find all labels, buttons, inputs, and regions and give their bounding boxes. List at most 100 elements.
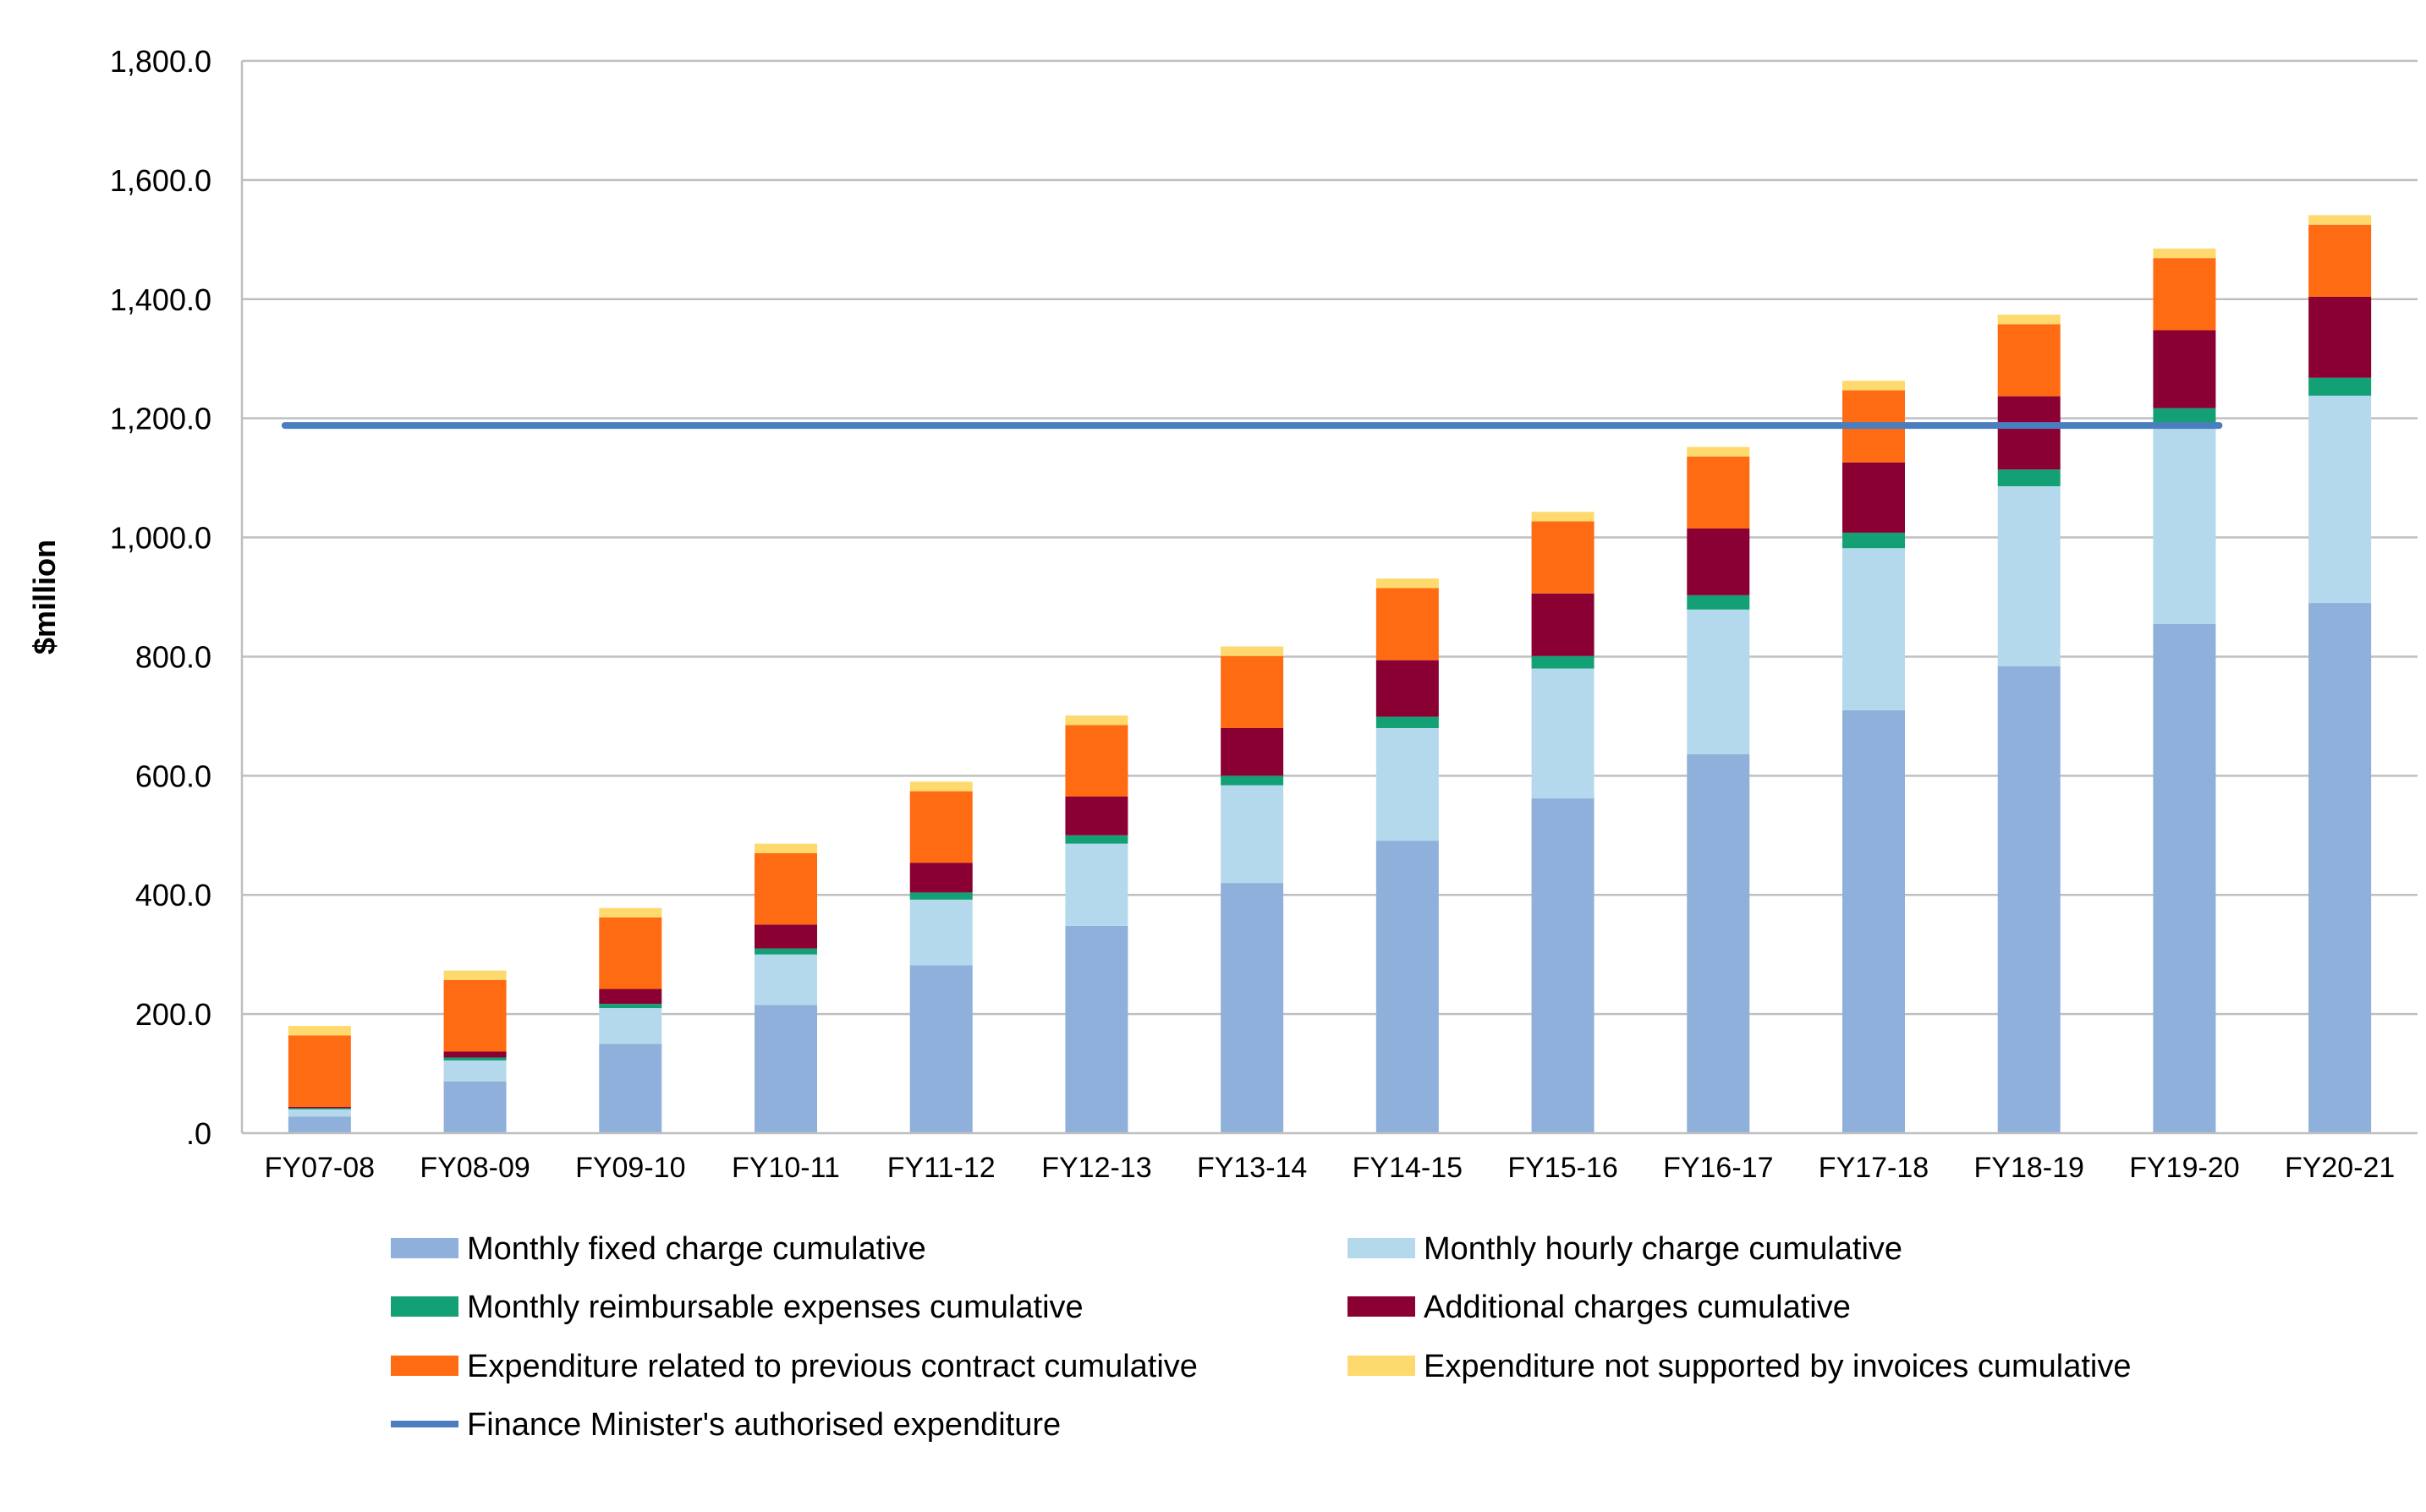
bar-segment: [909, 781, 973, 792]
legend-label: Finance Minister's authorised expenditur…: [467, 1407, 1061, 1443]
x-tick-label: FY11-12: [887, 1152, 996, 1184]
y-tick-label: 600.0: [135, 759, 211, 793]
y-tick-label: 1,000.0: [110, 521, 211, 556]
bar-segment: [1997, 469, 2061, 486]
x-tick-label: FY17-18: [1819, 1152, 1929, 1184]
bar-segment: [1375, 578, 1439, 589]
bar-segment: [2308, 395, 2372, 604]
bar-segment: [1375, 588, 1439, 660]
bar-segment: [2153, 258, 2216, 331]
bar-segment: [443, 1060, 507, 1082]
x-tick-label: FY16-17: [1663, 1152, 1773, 1184]
bar-segment: [443, 1081, 507, 1133]
bar-segment: [288, 1107, 351, 1109]
x-tick-label: FY07-08: [265, 1152, 375, 1184]
y-tick-label: 1,600.0: [110, 163, 211, 198]
bar-segment: [443, 1057, 507, 1061]
legend-label: Expenditure not supported by invoices cu…: [1424, 1349, 2131, 1384]
x-tick-label: FY08-09: [420, 1152, 530, 1184]
bar-segment: [1531, 521, 1594, 594]
bar-segment: [2308, 296, 2372, 378]
bar-segment: [1997, 324, 2061, 397]
x-tick-label: FY20-21: [2285, 1152, 2395, 1184]
bar-segment: [1065, 715, 1128, 726]
x-tick-label: FY09-10: [575, 1152, 685, 1184]
bar-segment: [2153, 623, 2216, 1133]
bar-segment: [1531, 668, 1594, 799]
bar-segment: [599, 907, 662, 918]
bar-segment: [1687, 528, 1750, 595]
bar-segment: [1687, 753, 1750, 1133]
bar-segment: [755, 852, 817, 925]
bar-segment: [1065, 725, 1128, 797]
legend-swatch: [1347, 1356, 1415, 1376]
legend-label: Monthly reimbursable expenses cumulative: [467, 1290, 1084, 1325]
bar-segment: [443, 1051, 507, 1058]
legend-label: Expenditure related to previous contract…: [467, 1349, 1198, 1384]
legend-label: Monthly fixed charge cumulative: [467, 1231, 926, 1267]
bar-segment: [288, 1109, 351, 1117]
bar-segment: [755, 924, 817, 949]
bar-segment: [1687, 594, 1750, 610]
bar-segment: [1997, 396, 2061, 470]
bar-segment: [2153, 248, 2216, 259]
bar-segment: [1842, 548, 1905, 710]
bar-segment: [1221, 727, 1284, 776]
bar-segment: [1375, 716, 1439, 728]
bar-segment: [1687, 456, 1750, 529]
bar-segment: [2308, 215, 2372, 225]
bar-segment: [1997, 485, 2061, 666]
bar-segment: [1065, 796, 1128, 835]
bar-segment: [443, 979, 507, 1052]
bar-segment: [2153, 330, 2216, 408]
bar-segment: [1842, 709, 1905, 1133]
bar-segment: [1375, 727, 1439, 841]
bar-segment: [1221, 785, 1284, 884]
bar-segment: [1221, 883, 1284, 1133]
bar-segment: [1997, 315, 2061, 325]
y-tick-label: 800.0: [135, 639, 211, 674]
x-axis: FY07-08 FY08-09 FY09-10 FY10-11 FY11-12 FY12-…: [242, 1131, 2418, 1184]
bar-segment: [1221, 655, 1284, 728]
bar-segment: [288, 1026, 351, 1036]
bar-segment: [599, 1008, 662, 1044]
bar-segment: [599, 917, 662, 989]
bar-segment: [909, 965, 973, 1133]
bar-segment: [755, 1005, 817, 1133]
bar-segment: [1065, 925, 1128, 1133]
bar-segment: [909, 899, 973, 966]
y-tick-label: 200.0: [135, 997, 211, 1032]
y-axis-title: $million: [27, 540, 62, 655]
y-tick-label: 1,200.0: [110, 402, 211, 436]
bar-segment: [1842, 381, 1905, 391]
bar-segment: [2308, 603, 2372, 1133]
bar-segment: [599, 989, 662, 1005]
bar-segment: [1687, 609, 1750, 754]
legend: Monthly fixed charge cumulative Monthly h…: [391, 1231, 2131, 1443]
bar-segment: [288, 1108, 351, 1109]
bar-segment: [1221, 646, 1284, 656]
bar-segment: [1842, 462, 1905, 533]
x-tick-label: FY12-13: [1041, 1152, 1151, 1184]
bar-segment: [1531, 512, 1594, 522]
legend-label: Monthly hourly charge cumulative: [1424, 1231, 1902, 1267]
bar-segment: [1531, 798, 1594, 1133]
x-tick-label: FY18-19: [1974, 1152, 2084, 1184]
gridlines: [242, 59, 2418, 1016]
bars: [288, 215, 2372, 1133]
bar-segment: [755, 948, 817, 955]
bar-segment: [909, 863, 973, 893]
x-tick-label: FY15-16: [1507, 1152, 1617, 1184]
bar-segment: [1842, 532, 1905, 549]
y-axis: .0 200.0 400.0 600.0 800.0 1,000.0 1,200.0 1,40…: [110, 44, 244, 1151]
bar-segment: [288, 1035, 351, 1108]
bar-segment: [2308, 224, 2372, 297]
y-tick-label: .0: [186, 1116, 211, 1151]
bar-segment: [2153, 425, 2216, 624]
y-tick-label: 1,800.0: [110, 44, 211, 79]
bar-segment: [1221, 775, 1284, 786]
bar-segment: [1375, 660, 1439, 717]
legend-swatch: [1347, 1238, 1415, 1258]
legend-swatch: [391, 1296, 458, 1317]
